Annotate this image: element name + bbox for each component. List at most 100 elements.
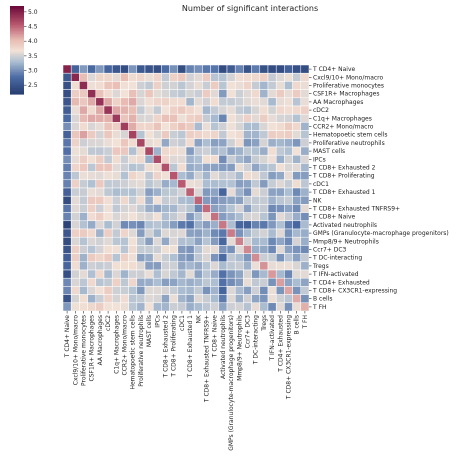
heatmap-cell	[267, 302, 277, 312]
heatmap-cell	[103, 72, 113, 82]
heatmap-cell	[128, 81, 138, 90]
heatmap-cell	[111, 294, 121, 304]
heatmap-cell	[193, 261, 203, 271]
heatmap-cell	[144, 277, 154, 287]
heatmap-cell	[128, 89, 138, 99]
heatmap-cell	[218, 179, 228, 189]
heatmap-cell	[234, 146, 244, 156]
heatmap-cell	[95, 286, 105, 295]
column-label: AA Macrophages	[97, 315, 104, 365]
heatmap-cell	[70, 195, 80, 205]
heatmap-cell	[144, 204, 154, 213]
heatmap-cell	[210, 212, 220, 222]
colorbar-segment	[10, 86, 24, 89]
heatmap-cell	[87, 138, 97, 148]
heatmap-cell	[243, 195, 252, 205]
heatmap-cell	[177, 179, 187, 189]
heatmap-cell	[292, 212, 302, 222]
heatmap-cell	[144, 64, 154, 74]
heatmap-cell	[193, 294, 203, 304]
heatmap-cell	[177, 138, 187, 148]
column-label: T CD8+ Exhausted 1	[187, 315, 194, 379]
heatmap-cell	[161, 122, 170, 131]
heatmap-cell	[70, 212, 80, 222]
heatmap-cell	[177, 72, 187, 82]
row-label: C1q+ Macrophages	[313, 115, 372, 122]
heatmap-cell	[79, 146, 88, 156]
heatmap-cell	[169, 204, 179, 213]
heatmap-cell	[152, 105, 162, 115]
heatmap-cell	[292, 138, 302, 148]
heatmap-cell	[111, 269, 121, 279]
heatmap-cell	[275, 302, 285, 312]
heatmap-cell	[70, 286, 80, 295]
heatmap-cell	[152, 195, 162, 205]
heatmap-cell	[169, 64, 179, 74]
heatmap-cell	[275, 245, 285, 254]
heatmap-cell	[169, 245, 179, 254]
heatmap-cell	[300, 261, 310, 271]
heatmap-cell	[128, 302, 138, 312]
heatmap-cell	[120, 228, 129, 238]
heatmap-cell	[152, 81, 162, 90]
heatmap-cell	[169, 138, 179, 148]
heatmap-cell	[202, 81, 211, 90]
heatmap-cell	[103, 97, 113, 107]
heatmap-cell	[210, 245, 220, 254]
heatmap-cell	[144, 179, 154, 189]
heatmap-cell	[79, 105, 88, 115]
heatmap-cell	[169, 286, 179, 295]
heatmap-cell	[62, 236, 72, 246]
heatmap-cell	[202, 122, 211, 131]
heatmap-cell	[210, 130, 220, 140]
heatmap-cell	[120, 122, 129, 131]
heatmap-cell	[161, 195, 170, 205]
heatmap-cell	[267, 179, 277, 189]
heatmap-cell	[79, 64, 88, 74]
heatmap-cell	[177, 228, 187, 238]
column-label: T DC-interacting	[253, 315, 260, 365]
heatmap-cell	[218, 122, 228, 131]
heatmap-cell	[226, 204, 236, 213]
heatmap-cell	[161, 286, 170, 295]
colorbar-segment	[10, 11, 24, 14]
heatmap-cell	[62, 179, 72, 189]
heatmap-cell	[292, 245, 302, 254]
heatmap-cell	[300, 228, 310, 238]
heatmap-cell	[152, 179, 162, 189]
heatmap-cell	[111, 113, 121, 123]
heatmap-cell	[103, 277, 113, 287]
heatmap-cell	[87, 245, 97, 254]
colorbar-segment	[10, 73, 24, 76]
heatmap-cell	[128, 195, 138, 205]
heatmap-cell	[177, 261, 187, 271]
heatmap-cell	[218, 220, 228, 230]
colorbar-segment	[10, 32, 24, 35]
heatmap-cell	[161, 236, 170, 246]
colorbar-segment	[10, 44, 24, 47]
heatmap-cell	[300, 195, 310, 205]
heatmap-cell	[210, 261, 220, 271]
colorbar-segment	[10, 76, 24, 79]
row-label: GMPs (Granulocyte-macrophage progenitors…	[313, 230, 449, 237]
column-label: T FH	[302, 315, 309, 330]
heatmap-cell	[218, 64, 228, 74]
heatmap-cell	[234, 171, 244, 181]
heatmap-cell	[267, 138, 277, 148]
heatmap-cell	[275, 138, 285, 148]
heatmap-cell	[300, 163, 310, 172]
colorbar-segment	[10, 88, 24, 91]
heatmap-cell	[144, 113, 154, 123]
heatmap-cell	[218, 72, 228, 82]
heatmap-cell	[226, 72, 236, 82]
heatmap-cell	[292, 269, 302, 279]
heatmap-cell	[62, 195, 72, 205]
heatmap-cell	[193, 253, 203, 263]
heatmap-cell	[284, 154, 293, 164]
heatmap-cell	[202, 245, 211, 254]
heatmap-cell	[111, 236, 121, 246]
heatmap-cell	[185, 294, 195, 304]
colorbar-segment	[10, 57, 24, 60]
heatmap-cell	[70, 122, 80, 131]
heatmap-cell	[136, 154, 146, 164]
